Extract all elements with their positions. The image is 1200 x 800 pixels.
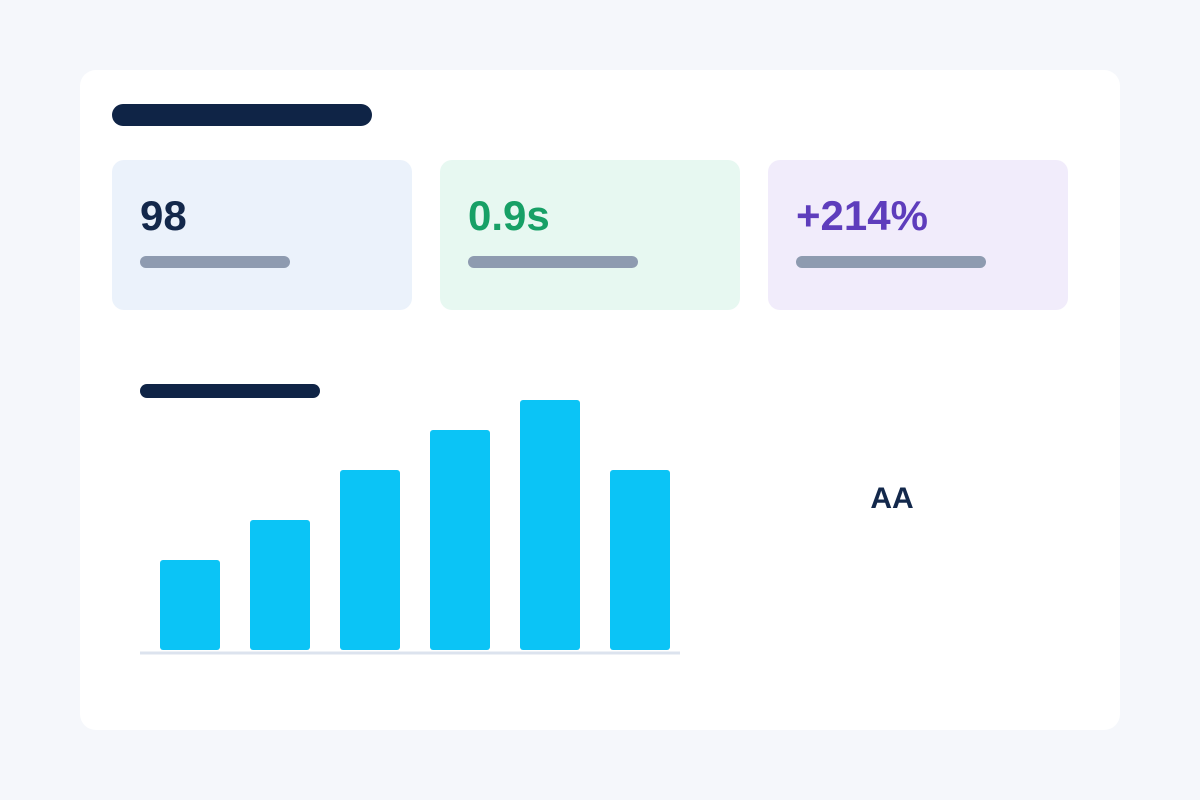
label-placeholder bbox=[468, 256, 638, 268]
stat-value: 0.9s bbox=[468, 192, 550, 239]
bar bbox=[430, 430, 490, 650]
chart-title-placeholder bbox=[140, 384, 320, 398]
stat-value: +214% bbox=[796, 192, 928, 239]
label-placeholder bbox=[796, 256, 986, 268]
stat-card bbox=[112, 160, 412, 310]
bar bbox=[340, 470, 400, 650]
bar bbox=[520, 400, 580, 650]
badge: AA bbox=[870, 482, 913, 515]
bar bbox=[250, 520, 310, 650]
bar bbox=[610, 470, 670, 650]
bar bbox=[160, 560, 220, 650]
stat-card bbox=[768, 160, 1068, 310]
label-placeholder bbox=[140, 256, 290, 268]
stat-card bbox=[440, 160, 740, 310]
stat-value: 98 bbox=[140, 192, 187, 239]
title-placeholder bbox=[112, 104, 372, 126]
